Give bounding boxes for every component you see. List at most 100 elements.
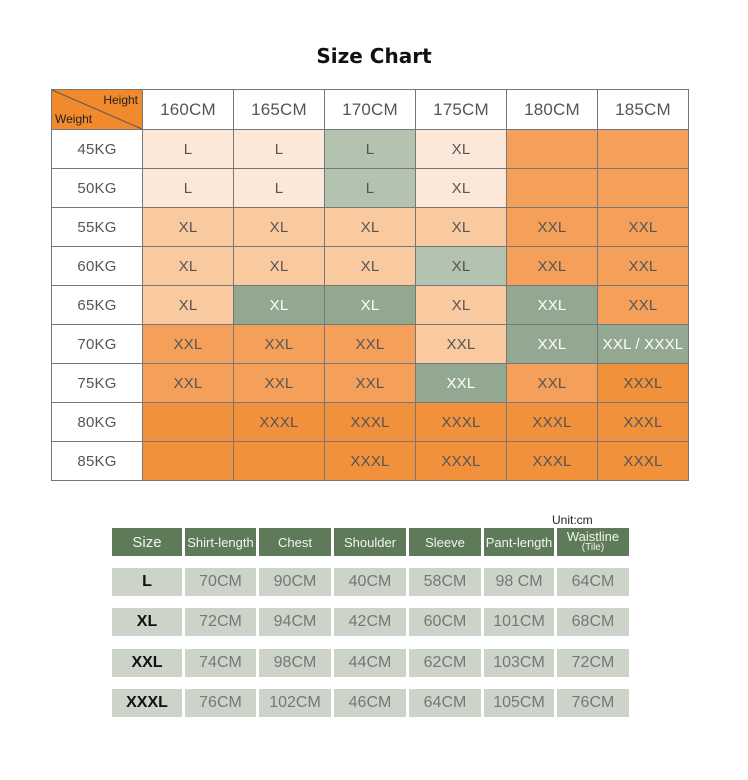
size-cell: L xyxy=(325,169,416,208)
size-cell: XL xyxy=(234,208,325,247)
grid-corner-cell: Height Weight xyxy=(52,90,143,130)
size-cell: L xyxy=(143,130,234,169)
waistline-sub-label: (Tile) xyxy=(581,542,605,553)
size-cell: XL xyxy=(416,169,507,208)
size-cell: XXXL xyxy=(325,403,416,442)
size-cell: XXL xyxy=(234,325,325,364)
size-cell: XL xyxy=(143,247,234,286)
size-cell: XXL xyxy=(325,325,416,364)
size-cell: XL xyxy=(143,208,234,247)
measurement-cell: 64CM xyxy=(409,689,481,717)
measurement-header: Pant-length xyxy=(484,528,554,556)
size-cell: L xyxy=(234,169,325,208)
measurement-cell: 94CM xyxy=(259,608,331,636)
size-cell: XXL xyxy=(507,364,598,403)
size-cell: XXXL xyxy=(416,403,507,442)
measurement-cell: 44CM xyxy=(334,649,406,677)
size-cell: XXL xyxy=(598,208,689,247)
measurement-cell: 70CM xyxy=(185,568,256,596)
measurement-cell: 68CM xyxy=(557,608,629,636)
measurement-cell: 40CM xyxy=(334,568,406,596)
weight-label: 50KG xyxy=(52,169,143,208)
size-cell: XXL / XXXL xyxy=(598,325,689,364)
size-cell: XXL xyxy=(143,325,234,364)
size-cell xyxy=(598,130,689,169)
height-header: 170CM xyxy=(325,90,416,130)
size-cell: XL xyxy=(416,286,507,325)
size-cell: XXL xyxy=(143,364,234,403)
measurement-header: Sleeve xyxy=(409,528,481,556)
size-cell xyxy=(143,442,234,481)
measurement-cell: 98CM xyxy=(259,649,331,677)
measurement-cell: 46CM xyxy=(334,689,406,717)
weight-label: 65KG xyxy=(52,286,143,325)
size-cell: XXL xyxy=(598,247,689,286)
measurement-cell: 58CM xyxy=(409,568,481,596)
size-name-cell: L xyxy=(112,568,182,596)
size-cell: XXL xyxy=(507,247,598,286)
measurement-cell: 64CM xyxy=(557,568,629,596)
measurement-cell: 74CM xyxy=(185,649,256,677)
size-cell: XXXL xyxy=(507,403,598,442)
size-cell: XXXL xyxy=(325,442,416,481)
size-cell: XL xyxy=(325,286,416,325)
size-cell: XXXL xyxy=(598,442,689,481)
size-cell: L xyxy=(143,169,234,208)
waistline-header-label: Waistline xyxy=(566,529,620,544)
size-cell xyxy=(598,169,689,208)
measurement-header: Chest xyxy=(259,528,331,556)
size-cell: XXL xyxy=(507,208,598,247)
measurement-header: Shirt-length xyxy=(185,528,256,556)
height-header: 160CM xyxy=(143,90,234,130)
size-cell: XXL xyxy=(507,325,598,364)
measurement-cell: 72CM xyxy=(185,608,256,636)
table-row: XXL 74CM 98CM 44CM 62CM 103CM 72CM xyxy=(112,649,632,677)
measurement-cell: 103CM xyxy=(484,649,554,677)
size-grid: Height Weight 160CM 165CM 170CM 175CM 180CM 1… xyxy=(51,89,689,481)
size-cell: L xyxy=(325,130,416,169)
measurement-header-row: Size Shirt-length Chest Shoulder Sleeve Pant-… xyxy=(112,528,632,556)
weight-label: 80KG xyxy=(52,403,143,442)
measurement-cell: 101CM xyxy=(484,608,554,636)
size-name-cell: XXL xyxy=(112,649,182,677)
size-cell: XL xyxy=(325,208,416,247)
size-cell xyxy=(234,442,325,481)
size-name-cell: XXXL xyxy=(112,689,182,717)
size-cell: XL xyxy=(325,247,416,286)
size-cell: XL xyxy=(234,247,325,286)
size-cell: XXL xyxy=(507,286,598,325)
size-cell: XL xyxy=(234,286,325,325)
measurement-cell: 76CM xyxy=(557,689,629,717)
size-cell: XXXL xyxy=(416,442,507,481)
measurement-cell: 105CM xyxy=(484,689,554,717)
diagonal-divider xyxy=(52,90,142,129)
measurement-header: Shoulder xyxy=(334,528,406,556)
measurement-header: Size xyxy=(112,528,182,556)
height-header: 175CM xyxy=(416,90,507,130)
size-cell: XXL xyxy=(325,364,416,403)
size-cell xyxy=(143,403,234,442)
weight-label: 70KG xyxy=(52,325,143,364)
table-row: XXXL 76CM 102CM 46CM 64CM 105CM 76CM xyxy=(112,689,632,717)
weight-label: 60KG xyxy=(52,247,143,286)
size-cell: XL xyxy=(416,130,507,169)
table-row: L 70CM 90CM 40CM 58CM 98 CM 64CM xyxy=(112,568,632,596)
size-cell: XXL xyxy=(598,286,689,325)
size-cell: XXL xyxy=(416,364,507,403)
size-cell: XL xyxy=(416,208,507,247)
size-cell xyxy=(507,130,598,169)
measurement-cell: 72CM xyxy=(557,649,629,677)
measurement-cell: 76CM xyxy=(185,689,256,717)
table-row: XL 72CM 94CM 42CM 60CM 101CM 68CM xyxy=(112,608,632,636)
weight-label: 55KG xyxy=(52,208,143,247)
size-cell: XXXL xyxy=(234,403,325,442)
height-header: 185CM xyxy=(598,90,689,130)
height-header: 165CM xyxy=(234,90,325,130)
measurement-cell: 62CM xyxy=(409,649,481,677)
unit-label: Unit:cm xyxy=(552,513,593,527)
size-cell: XXXL xyxy=(598,403,689,442)
size-name-cell: XL xyxy=(112,608,182,636)
measurement-cell: 42CM xyxy=(334,608,406,636)
page-title: Size Chart xyxy=(316,44,432,68)
size-cell: XL xyxy=(416,247,507,286)
